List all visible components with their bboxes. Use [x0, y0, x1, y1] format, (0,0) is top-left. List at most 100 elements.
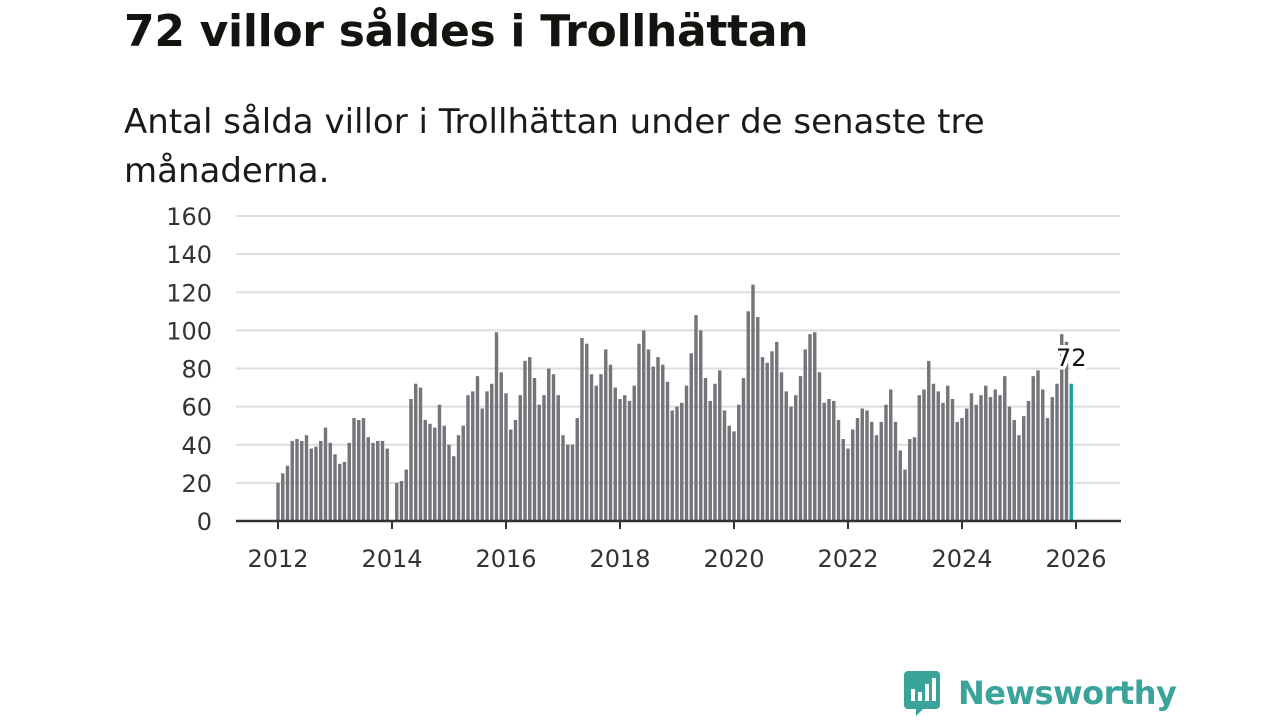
x-tick-label: 2024 [931, 545, 992, 573]
brand-name: Newsworthy [958, 674, 1177, 712]
bar [917, 395, 921, 521]
bar [475, 376, 480, 522]
bar [827, 399, 831, 521]
bar [618, 399, 622, 521]
bar [661, 364, 665, 521]
bar [656, 357, 660, 521]
bar [931, 383, 936, 521]
y-tick-label: 60 [181, 394, 212, 422]
x-tick-label: 2012 [247, 545, 308, 573]
bar [936, 391, 940, 522]
bar [551, 374, 556, 521]
bar [347, 442, 351, 521]
bar [361, 418, 366, 521]
bar [319, 440, 323, 521]
y-tick-label: 0 [197, 508, 212, 536]
bar [737, 404, 741, 521]
bar [290, 440, 294, 521]
bar [395, 482, 399, 522]
bar [328, 442, 332, 521]
chart-title: 72 villor såldes i Trollhättan [124, 6, 809, 57]
bar [946, 385, 950, 521]
bar [865, 410, 869, 521]
x-tick-label: 2018 [589, 545, 650, 573]
bar [456, 435, 461, 521]
bar [893, 421, 898, 522]
bar [779, 372, 784, 521]
bar [803, 349, 807, 521]
bar [575, 418, 579, 521]
bar [941, 402, 945, 521]
bar [988, 397, 993, 521]
bar [471, 391, 475, 522]
bar [851, 429, 855, 521]
bar [418, 387, 423, 521]
bar [433, 427, 437, 521]
bar [428, 423, 432, 521]
y-tick-label: 120 [166, 279, 212, 307]
bar [808, 334, 812, 521]
bar [912, 437, 917, 522]
bar [993, 389, 997, 521]
bar [509, 429, 513, 521]
bar [599, 374, 603, 521]
bar [684, 385, 689, 521]
bar [908, 439, 912, 521]
bar [784, 391, 788, 522]
bar [798, 376, 803, 522]
newsworthy-logo-icon [904, 671, 940, 716]
bar [841, 439, 845, 521]
bar [965, 408, 969, 521]
bar [760, 357, 765, 521]
bar [338, 463, 342, 521]
bar [594, 385, 598, 521]
bar [708, 400, 712, 521]
y-tick-label: 160 [166, 203, 212, 231]
bar [751, 284, 755, 522]
y-tick-label: 40 [181, 432, 212, 460]
bar [955, 421, 959, 522]
bar [323, 427, 328, 521]
bar [285, 465, 290, 521]
bar [300, 440, 304, 521]
x-axis: 2012 2014 2016 2018 2020 2022 2024 2026 [236, 519, 1121, 573]
brand[interactable]: Newsworthy [902, 669, 1177, 717]
bar-latest [1069, 383, 1073, 521]
bar [765, 362, 769, 521]
x-tick-label: 2016 [475, 545, 536, 573]
x-tick-label: 2020 [703, 545, 764, 573]
bar [1055, 383, 1059, 521]
annotations: 72 [1052, 341, 1090, 376]
x-tick-label: 2026 [1045, 545, 1106, 573]
bar [979, 395, 983, 521]
bar [756, 317, 760, 521]
bar [718, 370, 722, 521]
bar [276, 482, 280, 522]
bar [556, 395, 560, 521]
bar [309, 448, 313, 521]
bar [452, 456, 456, 521]
bar [513, 419, 518, 521]
bar [627, 400, 632, 521]
y-axis-ticks: 0 20 40 60 80 100 120 140 160 [166, 203, 212, 536]
bar [461, 425, 465, 521]
bar [1012, 419, 1016, 521]
bar [1050, 397, 1054, 521]
bar [832, 400, 836, 521]
bar [1031, 376, 1035, 522]
bar [927, 360, 931, 522]
bar [352, 418, 356, 521]
bar [646, 349, 651, 521]
y-tick-label: 100 [166, 317, 212, 345]
bar [528, 357, 532, 521]
bar [532, 378, 537, 521]
bar [304, 435, 309, 521]
bar [423, 419, 427, 521]
bar [732, 431, 736, 521]
bar [376, 440, 380, 521]
bar [879, 421, 883, 522]
bar [537, 404, 541, 521]
bar [480, 408, 484, 521]
bar [846, 448, 850, 521]
